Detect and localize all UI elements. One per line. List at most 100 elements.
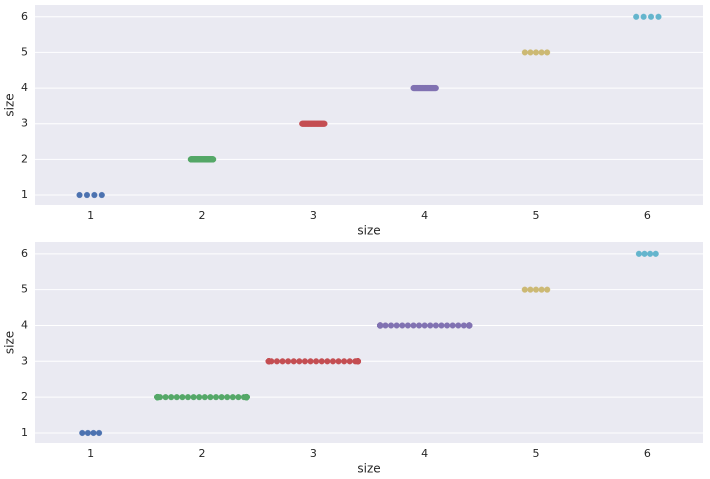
point: [212, 394, 220, 401]
x-tick-label: 4: [421, 209, 428, 222]
x-axis-label: size: [357, 224, 380, 238]
x-tick-label: 1: [87, 447, 94, 460]
point: [399, 322, 406, 329]
point: [162, 394, 169, 401]
point: [404, 322, 411, 329]
y-tick-label: 2: [21, 152, 28, 165]
x-tick-label: 4: [421, 447, 428, 460]
point: [438, 322, 445, 329]
point: [90, 429, 97, 437]
x-axis-label: size: [357, 462, 380, 476]
y-tick-label: 6: [21, 247, 28, 260]
point: [190, 394, 197, 401]
point: [460, 322, 467, 329]
point: [521, 49, 528, 56]
point: [324, 358, 331, 365]
point: [285, 358, 292, 365]
point: [647, 13, 655, 20]
point: [218, 394, 225, 401]
point: [296, 358, 303, 365]
y-axis-label: size: [3, 331, 17, 354]
point: [290, 358, 297, 365]
point: [455, 322, 462, 329]
point: [341, 358, 348, 365]
point: [382, 322, 389, 329]
point: [444, 322, 451, 329]
point: [201, 394, 208, 401]
x-tick-label: 1: [87, 209, 94, 222]
point: [210, 156, 217, 163]
x-tick-label: 6: [644, 447, 651, 460]
point: [421, 322, 428, 329]
point: [79, 429, 86, 437]
point: [273, 358, 280, 365]
point: [196, 394, 203, 401]
point: [388, 322, 395, 329]
point: [532, 49, 540, 56]
x-tick-label: 3: [310, 447, 317, 460]
point: [640, 13, 647, 20]
point: [410, 322, 417, 329]
y-tick-label: 3: [21, 354, 28, 367]
point: [393, 322, 400, 329]
point: [538, 286, 545, 293]
y-tick-label: 1: [21, 188, 28, 201]
point: [318, 358, 325, 365]
y-tick-label: 4: [21, 318, 28, 331]
y-tick-label: 1: [21, 426, 28, 439]
y-tick-label: 5: [21, 45, 28, 58]
point: [307, 358, 314, 365]
point: [538, 49, 545, 56]
point: [184, 394, 192, 401]
point: [416, 322, 423, 329]
y-tick-label: 2: [21, 390, 28, 403]
point: [224, 394, 231, 401]
point: [329, 358, 336, 365]
point: [527, 49, 534, 56]
point: [96, 429, 103, 437]
point: [279, 358, 286, 365]
point: [427, 322, 434, 329]
point: [432, 85, 439, 92]
point: [354, 358, 361, 365]
point: [544, 286, 551, 293]
x-tick-label: 5: [533, 447, 540, 460]
y-tick-label: 3: [21, 117, 28, 130]
point: [647, 250, 654, 257]
plot-background: [35, 242, 703, 443]
point: [321, 120, 328, 127]
point: [633, 13, 640, 20]
point: [521, 286, 528, 293]
y-axis-label: size: [3, 93, 17, 116]
point: [466, 322, 473, 329]
point: [207, 394, 214, 401]
point: [527, 286, 534, 293]
point: [173, 394, 180, 401]
point: [168, 394, 175, 401]
point: [449, 322, 456, 329]
point: [301, 358, 308, 365]
point: [335, 358, 342, 365]
point: [432, 322, 439, 329]
point: [641, 250, 648, 257]
point: [313, 358, 320, 365]
point: [243, 394, 250, 401]
point: [544, 49, 551, 56]
point: [635, 250, 642, 257]
point: [377, 322, 384, 329]
x-tick-label: 3: [310, 209, 317, 222]
point: [652, 250, 659, 257]
point: [84, 429, 91, 437]
x-tick-label: 5: [533, 209, 540, 222]
plot-background: [35, 5, 703, 205]
y-tick-label: 4: [21, 81, 28, 94]
point: [346, 358, 353, 365]
x-tick-label: 2: [199, 209, 206, 222]
point: [655, 13, 662, 20]
point: [532, 286, 540, 293]
point: [91, 191, 98, 199]
y-tick-label: 6: [21, 10, 28, 23]
point: [268, 358, 275, 365]
point: [76, 191, 83, 199]
point: [98, 191, 105, 199]
